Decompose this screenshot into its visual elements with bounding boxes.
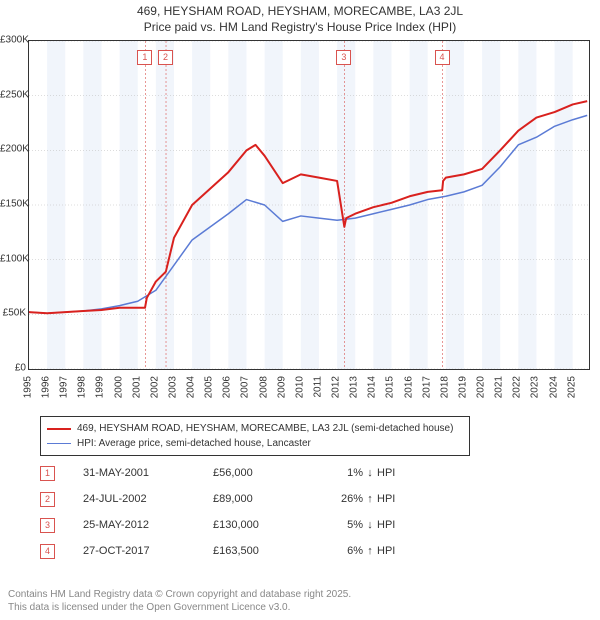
xtick-label: 2017 — [421, 376, 432, 398]
xtick-label: 2008 — [258, 376, 269, 398]
sale-pct: 5% — [323, 519, 363, 531]
xtick-label: 2013 — [349, 376, 360, 398]
ytick-label: £300K — [0, 35, 26, 46]
xtick-label: 1996 — [41, 376, 52, 398]
legend-item: HPI: Average price, semi-detached house,… — [47, 436, 463, 451]
xtick-label: 2001 — [131, 376, 142, 398]
sale-row-marker: 4 — [40, 544, 55, 559]
sale-row-marker: 1 — [40, 466, 55, 481]
xtick-label: 2002 — [149, 376, 160, 398]
sale-date: 24-JUL-2002 — [83, 493, 213, 505]
sale-price: £130,000 — [213, 519, 323, 531]
legend-label: 469, HEYSHAM ROAD, HEYSHAM, MORECAMBE, L… — [77, 421, 453, 436]
arrow-up-icon: ↑ — [363, 493, 377, 505]
xtick-label: 2004 — [186, 376, 197, 398]
xtick-label: 2019 — [457, 376, 468, 398]
xtick-label: 2024 — [548, 376, 559, 398]
sale-date: 31-MAY-2001 — [83, 467, 213, 479]
ytick-label: £50K — [0, 308, 26, 319]
sale-marker-3: 3 — [336, 50, 351, 65]
sale-row: 3 25-MAY-2012£130,0005%↓HPI — [40, 512, 407, 538]
xtick-label: 2012 — [331, 376, 342, 398]
chart-area — [28, 40, 590, 370]
sale-price: £89,000 — [213, 493, 323, 505]
page: 469, HEYSHAM ROAD, HEYSHAM, MORECAMBE, L… — [0, 0, 600, 620]
xtick-label: 1999 — [95, 376, 106, 398]
footer-line2: This data is licensed under the Open Gov… — [8, 601, 351, 614]
chart-title-line1: 469, HEYSHAM ROAD, HEYSHAM, MORECAMBE, L… — [0, 0, 600, 20]
sale-hpi-label: HPI — [377, 467, 407, 479]
xtick-label: 2011 — [312, 376, 323, 398]
xtick-label: 2020 — [476, 376, 487, 398]
xtick-label: 2005 — [204, 376, 215, 398]
xtick-label: 2022 — [512, 376, 523, 398]
xtick-label: 2015 — [385, 376, 396, 398]
xtick-label: 2021 — [494, 376, 505, 398]
legend-label: HPI: Average price, semi-detached house,… — [77, 436, 311, 451]
xtick-label: 2010 — [294, 376, 305, 398]
chart-title-line2: Price paid vs. HM Land Registry's House … — [0, 20, 600, 36]
ytick-label: £150K — [0, 199, 26, 210]
xtick-label: 1997 — [59, 376, 70, 398]
footer-attribution: Contains HM Land Registry data © Crown c… — [8, 588, 351, 614]
sales-table: 131-MAY-2001£56,0001%↓HPI224-JUL-2002£89… — [40, 460, 407, 564]
xtick-label: 2009 — [276, 376, 287, 398]
sale-row: 1 31-MAY-2001£56,0001%↓HPI — [40, 460, 407, 486]
sale-date: 25-MAY-2012 — [83, 519, 213, 531]
sale-row-marker: 3 — [40, 518, 55, 533]
arrow-up-icon: ↑ — [363, 545, 377, 557]
footer-line1: Contains HM Land Registry data © Crown c… — [8, 588, 351, 601]
xtick-label: 2007 — [240, 376, 251, 398]
sale-marker-4: 4 — [435, 50, 450, 65]
ytick-label: £200K — [0, 144, 26, 155]
ytick-label: £250K — [0, 89, 26, 100]
xtick-label: 2016 — [403, 376, 414, 398]
xtick-label: 1998 — [77, 376, 88, 398]
ytick-label: £0 — [0, 363, 26, 374]
line-chart — [29, 41, 589, 369]
xtick-label: 2023 — [530, 376, 541, 398]
xtick-label: 1995 — [23, 376, 34, 398]
xtick-label: 2000 — [113, 376, 124, 398]
sale-marker-1: 1 — [137, 50, 152, 65]
sale-row-marker: 2 — [40, 492, 55, 507]
sale-row: 2 24-JUL-2002£89,00026%↑HPI — [40, 486, 407, 512]
sale-hpi-label: HPI — [377, 519, 407, 531]
sale-price: £56,000 — [213, 467, 323, 479]
sale-pct: 1% — [323, 467, 363, 479]
xtick-label: 2018 — [439, 376, 450, 398]
sale-price: £163,500 — [213, 545, 323, 557]
xtick-label: 2003 — [167, 376, 178, 398]
sale-pct: 26% — [323, 493, 363, 505]
sale-marker-2: 2 — [158, 50, 173, 65]
legend-swatch — [47, 428, 71, 430]
xtick-label: 2014 — [367, 376, 378, 398]
xtick-label: 2006 — [222, 376, 233, 398]
legend-item: 469, HEYSHAM ROAD, HEYSHAM, MORECAMBE, L… — [47, 421, 463, 436]
ytick-label: £100K — [0, 253, 26, 264]
arrow-down-icon: ↓ — [363, 467, 377, 479]
sale-pct: 6% — [323, 545, 363, 557]
sale-hpi-label: HPI — [377, 545, 407, 557]
sale-date: 27-OCT-2017 — [83, 545, 213, 557]
legend: 469, HEYSHAM ROAD, HEYSHAM, MORECAMBE, L… — [40, 416, 470, 456]
xtick-label: 2025 — [566, 376, 577, 398]
sale-row: 4 27-OCT-2017£163,5006%↑HPI — [40, 538, 407, 564]
arrow-down-icon: ↓ — [363, 519, 377, 531]
legend-swatch — [47, 443, 71, 444]
sale-hpi-label: HPI — [377, 493, 407, 505]
